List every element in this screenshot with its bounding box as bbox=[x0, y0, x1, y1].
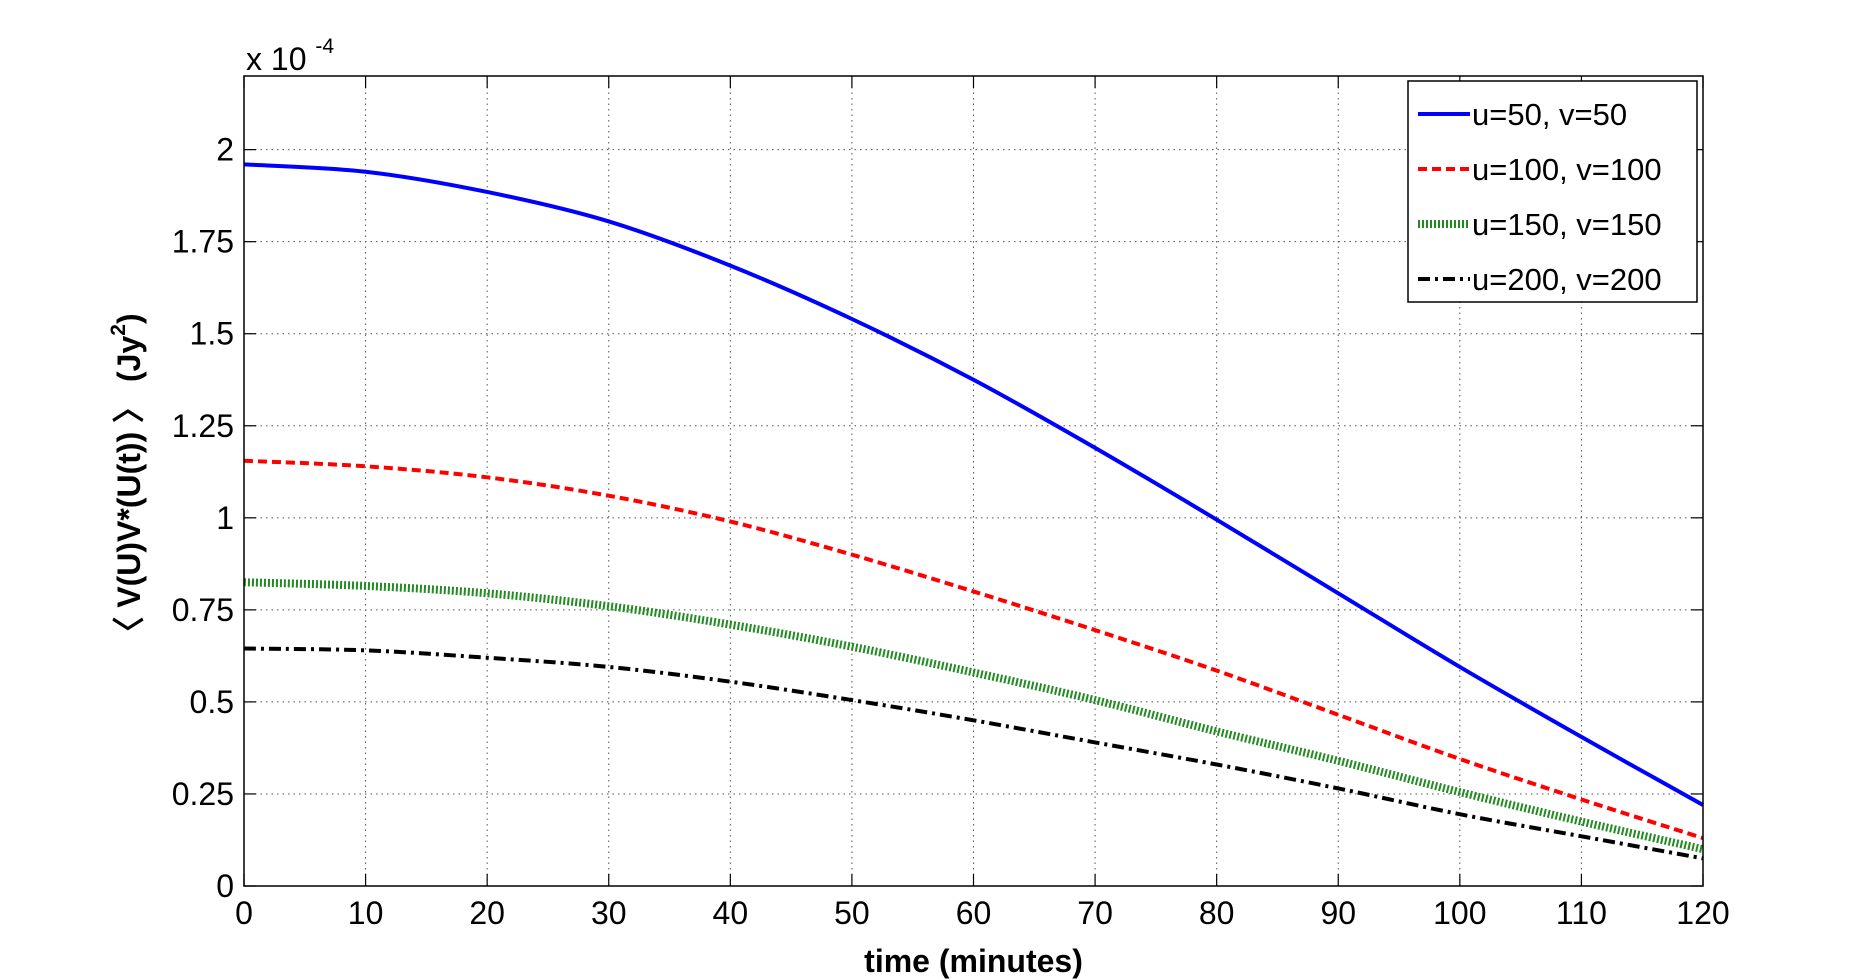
series-layer bbox=[243, 162, 1704, 861]
y-axis-title-exponent: 2 bbox=[107, 324, 130, 336]
x-tick-label: 120 bbox=[1676, 895, 1729, 931]
x-tick-label: 0 bbox=[235, 895, 253, 931]
y-tick-label: 1.25 bbox=[172, 408, 234, 444]
legend: u=50, v=50 u=100, v=100 u=150, v=150 u=200,… bbox=[1407, 80, 1698, 303]
y-tick-label: 1.75 bbox=[172, 224, 234, 260]
series-line-2 bbox=[243, 458, 1704, 841]
legend-label-4: u=200, v=200 bbox=[1472, 262, 1662, 297]
x-tick-labels: 0 10 20 30 40 50 60 70 80 90 100 110 120 bbox=[235, 895, 1730, 931]
y-tick-label: 0 bbox=[216, 868, 234, 904]
x-tick-label: 60 bbox=[956, 895, 992, 931]
x-tick-label: 10 bbox=[348, 895, 384, 931]
series-line-3 bbox=[243, 578, 1704, 854]
legend-label-1: u=50, v=50 bbox=[1472, 97, 1627, 132]
y-multiplier-base: x 10 bbox=[246, 41, 306, 77]
y-tick-label: 0.75 bbox=[172, 592, 234, 628]
y-tick-label: 0.25 bbox=[172, 776, 234, 812]
y-tick-labels: 0 0.25 0.5 0.75 1 1.25 1.5 1.75 2 bbox=[172, 132, 234, 904]
x-tick-label: 20 bbox=[469, 895, 505, 931]
x-tick-label: 80 bbox=[1199, 895, 1235, 931]
y-tick-label: 2 bbox=[216, 132, 234, 168]
x-tick-label: 30 bbox=[591, 895, 627, 931]
x-tick-label: 100 bbox=[1433, 895, 1486, 931]
x-tick-label: 70 bbox=[1077, 895, 1113, 931]
y-axis-multiplier: x 10 -4 bbox=[246, 35, 334, 77]
x-tick-label: 110 bbox=[1556, 895, 1607, 931]
legend-label-2: u=100, v=100 bbox=[1472, 152, 1662, 187]
y-tick-label: 1 bbox=[216, 500, 234, 536]
x-axis-title: time (minutes) bbox=[864, 943, 1083, 979]
legend-items: u=50, v=50 u=100, v=100 u=150, v=150 u=200,… bbox=[1418, 97, 1662, 297]
y-multiplier-exponent: -4 bbox=[315, 35, 334, 58]
x-tick-label: 50 bbox=[834, 895, 870, 931]
y-axis-title: 〈 V(U)V*(U(t)) 〉 (Jy2) bbox=[107, 313, 147, 648]
series-line-1 bbox=[243, 162, 1704, 807]
y-axis-title-close: ) bbox=[111, 313, 147, 324]
legend-label-3: u=150, v=150 bbox=[1472, 207, 1662, 242]
series-line-4 bbox=[243, 646, 1704, 861]
y-axis-title-main: 〈 V(U)V*(U(t)) 〉 (Jy bbox=[111, 336, 147, 649]
x-tick-label: 90 bbox=[1320, 895, 1356, 931]
x-tick-label: 40 bbox=[713, 895, 749, 931]
y-tick-label: 1.5 bbox=[190, 316, 234, 352]
legend-box bbox=[1407, 80, 1698, 303]
y-tick-label: 0.5 bbox=[190, 684, 234, 720]
